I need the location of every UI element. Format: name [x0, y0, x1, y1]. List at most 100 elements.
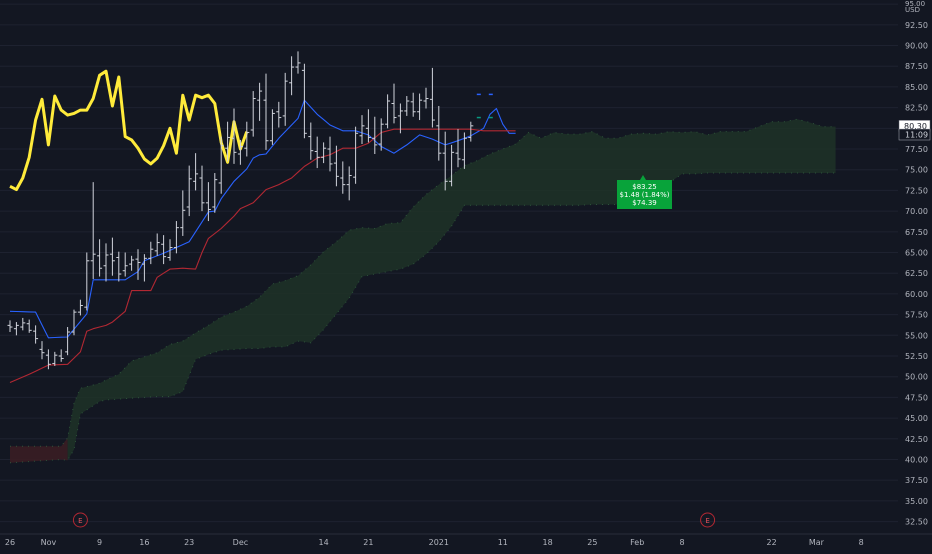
ohlc-bar[interactable] — [353, 126, 359, 184]
ohlc-bar[interactable] — [340, 161, 346, 194]
price-tick-label: 57.50 — [905, 311, 928, 320]
grid-layer — [0, 3, 898, 523]
ohlc-bar[interactable] — [263, 73, 269, 150]
ohlc-bar[interactable] — [26, 319, 32, 333]
indicator-line-3 — [9, 69, 249, 192]
ohlc-bar[interactable] — [71, 309, 77, 336]
ohlc-bar[interactable] — [33, 325, 39, 344]
ohlc-bar[interactable] — [7, 320, 13, 332]
last-price-label: 80.30 — [904, 122, 927, 131]
ohlc-bar[interactable] — [308, 122, 314, 160]
ohlc-bar[interactable] — [65, 327, 71, 356]
ohlc-bar[interactable] — [276, 101, 282, 128]
ohlc-bar[interactable] — [109, 237, 115, 276]
ohlc-bar[interactable] — [148, 241, 154, 265]
ohlc-bar[interactable] — [417, 93, 423, 121]
ohlc-bar[interactable] — [455, 129, 461, 168]
price-tick-label: 95.00 — [905, 0, 925, 8]
ohlc-bar[interactable] — [52, 351, 58, 366]
ohlc-bar[interactable] — [129, 255, 135, 271]
ohlc-bar[interactable] — [122, 252, 128, 277]
ohlc-bar[interactable] — [257, 82, 263, 121]
ohlc-bar[interactable] — [58, 349, 64, 362]
ohlc-bars[interactable] — [7, 51, 474, 370]
earnings-marker[interactable]: E — [700, 512, 716, 528]
ohlc-bar[interactable] — [141, 254, 147, 282]
ohlc-bar[interactable] — [173, 221, 179, 254]
time-axis[interactable]: 26 Nov 9 16 23 Dec 14 21 2021 11 18 25 Feb 8 22 Mar 8 — [0, 533, 932, 547]
ohlc-bar[interactable] — [301, 63, 307, 139]
ohlc-bar[interactable] — [45, 349, 51, 370]
ohlc-bar[interactable] — [391, 83, 397, 124]
ohlc-bar[interactable] — [385, 94, 391, 129]
ohlc-bar[interactable] — [468, 121, 474, 142]
ohlc-bar[interactable] — [359, 115, 365, 145]
ohlc-bar[interactable] — [103, 243, 109, 282]
ohlc-bar[interactable] — [442, 131, 448, 191]
ohlc-bar[interactable] — [346, 166, 352, 201]
ohlc-bar[interactable] — [289, 56, 295, 96]
ohlc-bar[interactable] — [20, 317, 26, 331]
ohlc-bar[interactable] — [372, 116, 378, 154]
ohlc-bar[interactable] — [365, 109, 371, 143]
ohlc-bar[interactable] — [205, 182, 211, 222]
ohlc-bar[interactable] — [186, 165, 192, 217]
price-tick-label: 67.50 — [905, 228, 928, 237]
ohlc-bar[interactable] — [199, 165, 205, 212]
ohlc-bar[interactable] — [180, 190, 186, 236]
ohlc-bar[interactable] — [167, 239, 173, 261]
price-axis[interactable]: USD 32.50 35.00 37.50 40.00 42.50 45.00 47.50 5… — [898, 0, 931, 527]
price-tick-label: 72.50 — [905, 186, 928, 195]
ohlc-bar[interactable] — [269, 109, 275, 145]
ohlc-bar[interactable] — [135, 249, 141, 280]
ohlc-bar[interactable] — [90, 182, 96, 280]
ohlc-bar[interactable] — [250, 91, 256, 137]
ohlc-bar[interactable] — [321, 142, 327, 164]
time-tick-label: 8 — [859, 538, 864, 547]
ohlc-bar[interactable] — [218, 136, 224, 194]
ohlc-bar[interactable] — [397, 103, 403, 134]
ohlc-bar[interactable] — [423, 87, 429, 109]
price-tick-label: 90.00 — [905, 42, 928, 51]
time-tick-label: 21 — [363, 538, 373, 547]
ohlc-bar[interactable] — [461, 132, 467, 169]
ohlc-bar[interactable] — [116, 251, 122, 282]
ohlc-bar[interactable] — [231, 108, 237, 164]
ohlc-bar[interactable] — [282, 72, 288, 126]
price-tick-label: 55.00 — [905, 331, 928, 340]
ohlc-bar[interactable] — [97, 239, 103, 277]
ohlc-bar[interactable] — [295, 51, 301, 74]
ohlc-bar[interactable] — [225, 121, 231, 162]
ohlc-bar[interactable] — [237, 139, 243, 165]
ohlc-bar[interactable] — [193, 153, 199, 191]
ohlc-bar[interactable] — [39, 341, 45, 360]
ohlc-bar[interactable] — [13, 322, 19, 336]
time-tick-label: Feb — [630, 538, 644, 547]
earnings-marker[interactable]: E — [72, 512, 88, 528]
ohlc-bar[interactable] — [84, 252, 90, 311]
ohlc-bar[interactable] — [161, 235, 167, 265]
ohlc-bar[interactable] — [327, 136, 333, 172]
ohlc-bar[interactable] — [314, 136, 320, 169]
price-tick-label: 35.00 — [905, 497, 928, 506]
price-tick-label: 37.50 — [905, 476, 928, 485]
ohlc-bar[interactable] — [154, 233, 160, 256]
time-tick-label: 16 — [139, 538, 149, 547]
price-tick-label: 75.00 — [905, 166, 928, 175]
ohlc-bar[interactable] — [333, 145, 339, 187]
ohlc-bar[interactable] — [244, 121, 250, 157]
ohlc-bar[interactable] — [378, 118, 384, 151]
tooltip-change: $1.48 (1.84%) — [620, 191, 670, 199]
ohlc-bar[interactable] — [212, 173, 218, 213]
time-tick-label: 9 — [97, 538, 102, 547]
ohlc-bar[interactable] — [410, 92, 416, 117]
ohlc-bar[interactable] — [449, 144, 455, 187]
ohlc-bar[interactable] — [436, 105, 442, 161]
ohlc-bar[interactable] — [77, 299, 83, 316]
ohlc-bar[interactable] — [404, 96, 410, 116]
ohlc-bar[interactable] — [429, 67, 435, 128]
price-tick-label: 70.00 — [905, 207, 928, 216]
